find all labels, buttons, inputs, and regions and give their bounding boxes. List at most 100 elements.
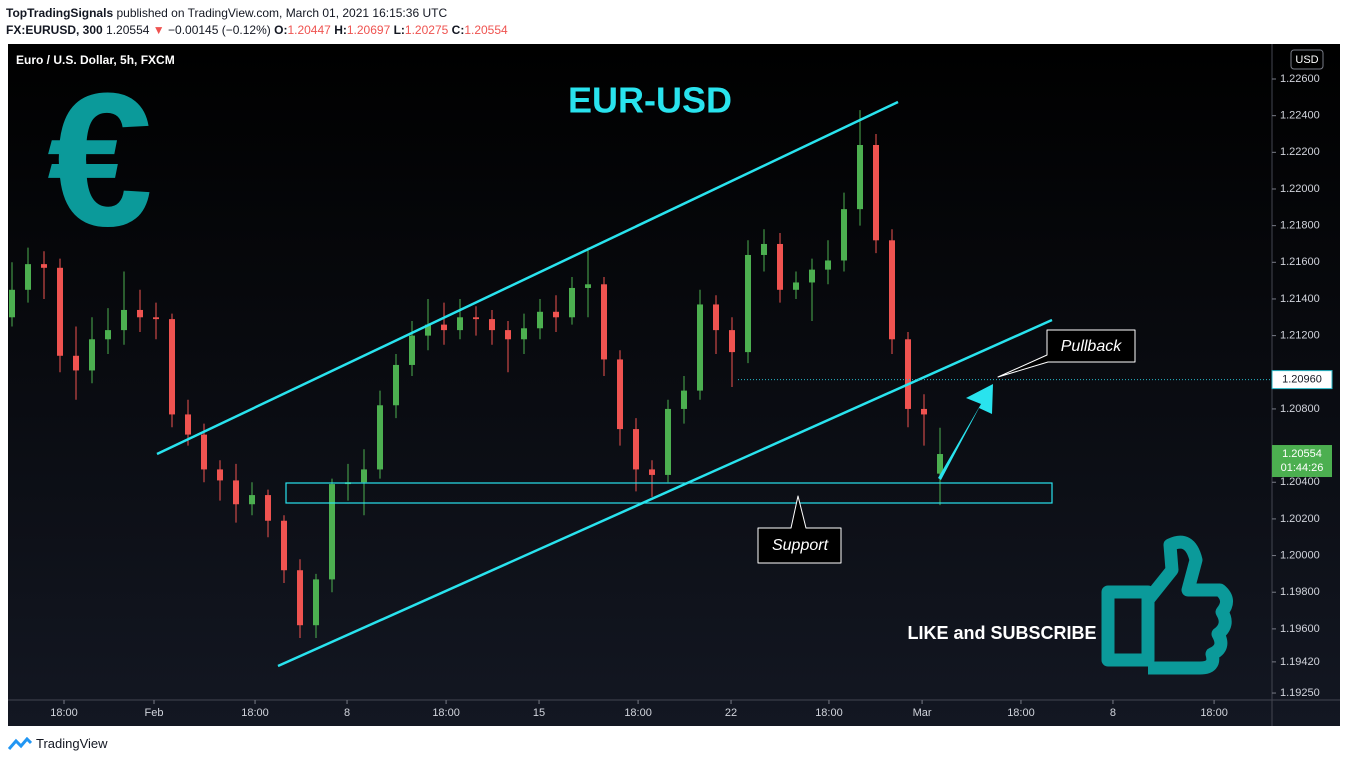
published: published on TradingView.com, March 01, … [116,6,448,20]
candle-body [841,209,847,261]
candle-body [809,269,815,283]
support-callout [757,495,842,564]
candle-body [201,434,207,470]
y-tick-label: 1.22200 [1280,146,1320,158]
price-line-label: 1.20960 [1282,374,1322,386]
candle-body [57,267,63,356]
candle-body [681,390,687,409]
candle-body [521,328,527,340]
candle-body [537,311,543,329]
candle-body [873,144,879,241]
h-label: H: [334,23,347,37]
candle-body [265,495,271,521]
brand[interactable]: TradingView [36,736,108,751]
y-tick-label: 1.20800 [1280,403,1320,415]
y-tick-label: 1.20400 [1280,476,1320,488]
header: TopTradingSignals published on TradingVi… [6,5,508,39]
candle-body [105,330,111,340]
candle-body [745,254,751,353]
h: 1.20697 [346,23,391,37]
pullback-label: Pullback [1061,338,1122,355]
candle-body [153,317,159,320]
x-tick-label: 18:00 [1007,707,1035,719]
candle-body [249,495,255,505]
candle-body [425,324,431,336]
o-label: O: [274,23,288,37]
x-tick-label: 8 [1110,707,1116,719]
channel-upper [156,100,899,456]
y-tick-label: 1.19800 [1280,586,1320,598]
candle-body [697,304,703,391]
l: 1.20275 [404,23,449,37]
y-tick-label: 1.22000 [1280,183,1320,195]
candle-body [185,414,191,435]
candle-body [905,339,911,409]
candle-body [857,144,863,210]
candle-body [313,579,319,626]
c-label: C: [451,23,465,37]
candle-body [473,317,479,320]
y-tick-label: 1.19250 [1280,687,1320,699]
c: 1.20554 [464,23,508,37]
candle-body [233,480,239,505]
candle-body [921,408,927,415]
candle-body [9,289,15,318]
candle-body [617,359,623,430]
x-tick-label: 18:00 [1200,707,1228,719]
candle-body [729,330,735,353]
candle-body [825,260,831,270]
candle-body [553,311,559,318]
candle-body [761,243,767,255]
y-tick-label: 1.19420 [1280,656,1320,668]
y-tick-label: 1.20200 [1280,513,1320,525]
y-tick-label: 1.22600 [1280,73,1320,85]
countdown: 01:44:26 [1281,462,1324,474]
candle-body [137,309,143,318]
candle-body [633,429,639,470]
candle-body [409,335,415,365]
candle-body [169,319,175,415]
candle-body [297,570,303,626]
candle-body [793,282,799,290]
l-label: L: [393,23,405,37]
x-tick-label: Mar [913,707,932,719]
last-price-label: 1.20554 [1282,448,1322,460]
cta: LIKE and SUBSCRIBE [907,623,1096,643]
candle-body [393,364,399,406]
x-tick-label: 8 [344,707,350,719]
candle-body [89,339,95,371]
arrow: ▼ [152,23,165,37]
price: 1.20554 [106,23,150,37]
candle-body [441,324,447,331]
footer: TradingView [8,736,108,751]
candle-body [25,264,31,290]
brand-icon [8,736,32,750]
candle-body [585,284,591,288]
candle-body [377,405,383,470]
candle-body [889,240,895,340]
candle-body [713,304,719,331]
euro-icon: € [47,54,153,266]
currency-box [1290,49,1324,70]
candle-body [73,355,79,371]
thumbs-up-icon [1101,535,1233,675]
x-tick-label: 18:00 [815,707,843,719]
x-tick-label: 22 [725,707,737,719]
chart: Euro / U.S. Dollar, 5h, FXCM USD EUR-USD… [8,44,1340,726]
candle-body [457,317,463,331]
price-line-tag [1271,370,1333,390]
publish-line: TopTradingSignals published on TradingVi… [6,5,508,22]
arrow [938,384,993,480]
candle-body [777,243,783,290]
chart-title: EUR-USD [568,80,732,121]
y-tick-label: 1.21200 [1280,330,1320,342]
y-tick-label: 1.21600 [1280,256,1320,268]
y-tick-label: 1.21800 [1280,220,1320,232]
candle-body [569,287,575,318]
author[interactable]: TopTradingSignals [6,6,114,20]
pullback-callout [997,329,1136,378]
support-label: Support [772,537,829,554]
candle-body [489,319,495,331]
x-tick-label: Feb [145,707,164,719]
